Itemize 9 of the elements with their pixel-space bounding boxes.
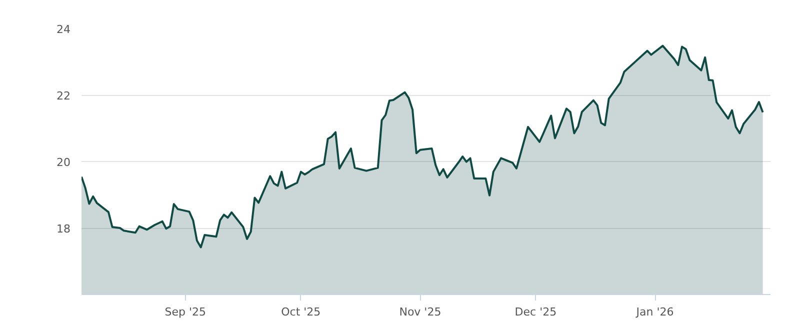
y-tick-label: 20 [56, 156, 71, 169]
x-tick-label: Dec '25 [514, 306, 557, 318]
x-tick-label: Oct '25 [281, 306, 321, 318]
y-tick-label: 18 [56, 222, 71, 236]
x-tick-label: Sep '25 [164, 306, 206, 318]
x-tick-label: Jan '26 [635, 306, 674, 318]
y-tick-label: 22 [56, 90, 71, 102]
x-tick-label: Nov '25 [399, 306, 442, 318]
y-tick-label: 24 [56, 23, 71, 36]
